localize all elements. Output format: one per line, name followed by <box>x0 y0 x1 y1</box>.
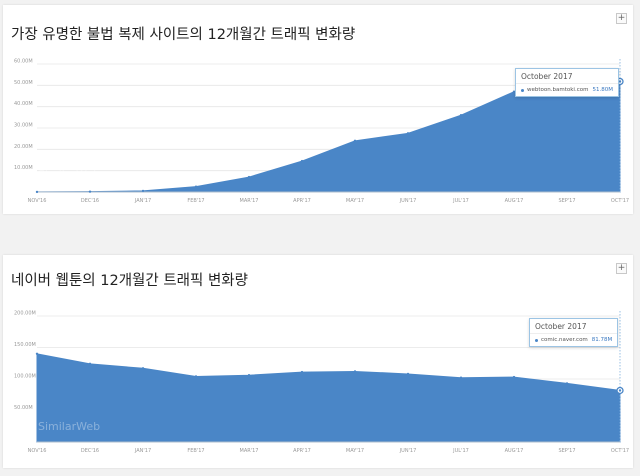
data-point[interactable] <box>88 190 92 193</box>
watermark-text: SimilarWeb <box>38 420 101 433</box>
data-point[interactable] <box>565 382 569 385</box>
x-tick-label: MAY'17 <box>346 448 364 454</box>
data-point[interactable] <box>35 352 39 355</box>
data-point[interactable] <box>194 185 198 188</box>
chart-title: 가장 유명한 불법 복제 사이트의 12개월간 트래픽 변화량 <box>11 27 356 43</box>
data-point[interactable] <box>300 370 304 374</box>
x-tick-label: AUG'17 <box>505 198 524 204</box>
watermark-text: SimilarWeb <box>38 168 101 181</box>
data-point[interactable] <box>512 90 516 93</box>
tooltip-title: October 2017 <box>530 319 618 334</box>
x-tick-label: FEB'17 <box>187 448 204 454</box>
x-tick-label: SEP'17 <box>558 198 575 204</box>
x-tick-label: NOV'16 <box>28 198 47 204</box>
x-tick-label: NOV'16 <box>28 448 47 454</box>
data-point[interactable] <box>88 362 92 366</box>
y-tick-label: 50.00M <box>14 80 33 86</box>
hover-marker-dot <box>618 80 622 83</box>
hover-marker-dot <box>618 389 622 392</box>
y-tick-label: 30.00M <box>14 123 33 129</box>
area-chart-naver: 50.00M 100.00M 150.00M 200.00M NOV'16 DEC'16 J… <box>14 311 629 455</box>
x-tick-label: AUG'17 <box>505 448 524 454</box>
series-area <box>36 80 621 193</box>
series-area <box>36 353 621 443</box>
x-tick-label: JAN'17 <box>134 448 151 454</box>
data-point[interactable] <box>406 372 410 376</box>
x-tick-label: MAY'17 <box>346 198 364 204</box>
data-point[interactable] <box>353 370 357 373</box>
data-point[interactable] <box>35 190 39 194</box>
x-tick-label: DEC'16 <box>81 198 99 204</box>
tooltip-value: 81.78M <box>591 337 613 343</box>
x-tick-label: JUN'17 <box>399 448 417 454</box>
expand-button[interactable]: + <box>616 13 627 24</box>
expand-button[interactable]: + <box>616 263 627 274</box>
x-tick-label: DEC'16 <box>81 448 99 454</box>
data-point[interactable] <box>512 375 516 379</box>
x-tick-label: OCT'17 <box>611 448 629 454</box>
similarweb-logo-icon <box>23 420 35 433</box>
y-tick-label: 40.00M <box>14 101 33 107</box>
x-tick-label: MAR'17 <box>240 198 259 204</box>
data-point[interactable] <box>300 159 304 163</box>
data-point[interactable] <box>353 139 357 142</box>
data-point[interactable] <box>459 114 463 117</box>
x-tick-label: JAN'17 <box>134 198 151 204</box>
tooltip-row: webtoon.bamtoki.com 51.80M <box>516 84 618 96</box>
y-tick-label: 150.00M <box>14 342 36 348</box>
y-tick-label: 200.00M <box>14 311 36 317</box>
x-tick-label: JUN'17 <box>399 198 417 204</box>
data-point[interactable] <box>406 132 410 135</box>
data-point[interactable] <box>141 367 145 370</box>
y-tick-label: 100.00M <box>14 374 36 380</box>
data-point[interactable] <box>194 375 198 378</box>
chart-card-bamtoki: 가장 유명한 불법 복제 사이트의 12개월간 트래픽 변화량 + 10.00M… <box>3 5 633 214</box>
x-tick-label: MAR'17 <box>240 448 259 454</box>
watermark: SimilarWeb <box>23 420 100 433</box>
tooltip-site: comic.naver.com <box>541 337 588 343</box>
x-tick-label: APR'17 <box>293 448 311 454</box>
area-chart-bamtoki: 10.00M 20.00M 30.00M 40.00M 50.00M 60.00M NOV'… <box>14 59 629 205</box>
x-tick-label: FEB'17 <box>187 198 204 204</box>
y-tick-label: 20.00M <box>14 144 33 150</box>
series-dot-icon <box>535 338 538 342</box>
x-tick-label: SEP'17 <box>558 448 575 454</box>
chart-card-naver: 네이버 웹툰의 12개월간 트래픽 변화량 + 50.00M 100.00M 150… <box>3 255 633 468</box>
similarweb-logo-icon <box>23 168 35 181</box>
x-tick-label: JUL'17 <box>452 198 469 204</box>
tooltip-value: 51.80M <box>592 87 613 93</box>
chart-tooltip: October 2017 comic.naver.com 81.78M <box>529 318 619 347</box>
y-tick-label: 10.00M <box>14 165 33 171</box>
chart-tooltip: October 2017 webtoon.bamtoki.com 51.80M <box>515 68 619 97</box>
y-tick-label: 50.00M <box>14 405 33 411</box>
chart-title: 네이버 웹툰의 12개월간 트래픽 변화량 <box>11 273 248 289</box>
series-dot-icon <box>521 88 524 92</box>
data-point[interactable] <box>247 175 251 179</box>
watermark: SimilarWeb <box>23 168 100 181</box>
tooltip-row: comic.naver.com 81.78M <box>530 334 617 346</box>
y-tick-label: 60.00M <box>14 59 33 65</box>
data-point[interactable] <box>459 376 463 379</box>
x-tick-label: OCT'17 <box>611 198 629 204</box>
x-tick-label: APR'17 <box>293 198 311 204</box>
data-point[interactable] <box>141 189 145 193</box>
data-point[interactable] <box>247 374 251 377</box>
tooltip-site: webtoon.bamtoki.com <box>527 87 589 93</box>
x-tick-label: JUL'17 <box>452 448 469 454</box>
tooltip-title: October 2017 <box>516 69 618 84</box>
